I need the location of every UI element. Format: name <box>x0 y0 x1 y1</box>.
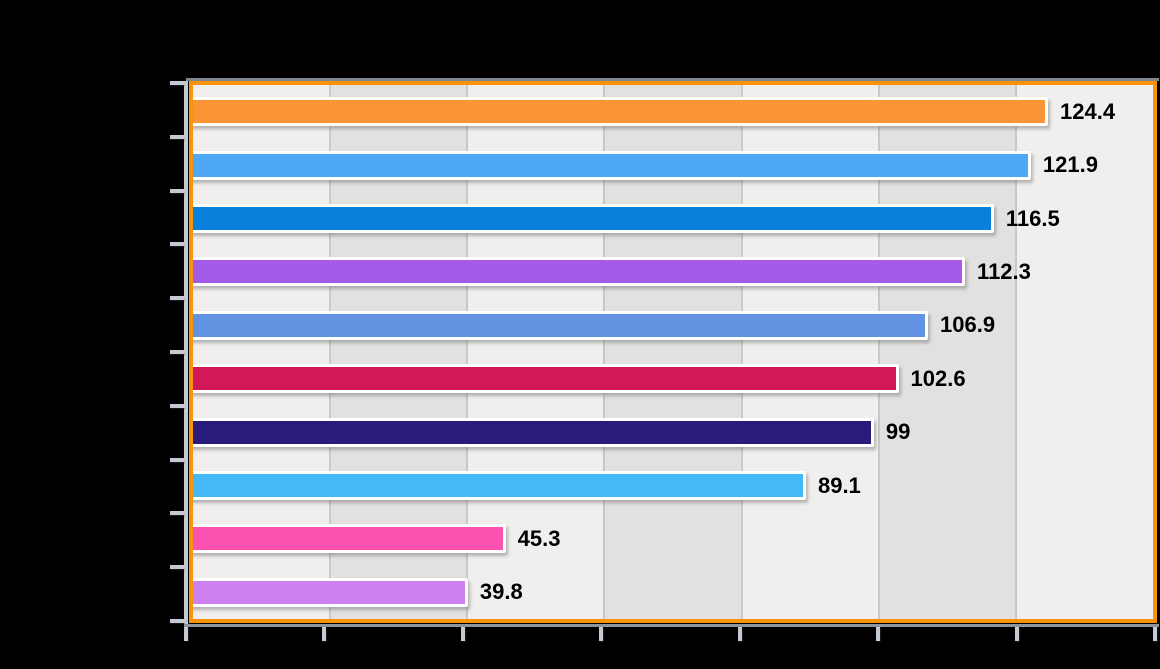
bar-row: 106.9 <box>193 299 1153 352</box>
x-axis-tick <box>460 627 465 641</box>
vertical-gridline <box>603 85 606 619</box>
bar-value-label: 99 <box>885 419 911 445</box>
bar-value-label: 121.9 <box>1042 152 1098 178</box>
x-axis-tick <box>322 627 327 641</box>
vertical-gridline <box>740 85 743 619</box>
vertical-gridline <box>877 85 880 619</box>
bar-value-label: 89.1 <box>817 472 861 498</box>
bar-row: 102.6 <box>193 352 1153 405</box>
y-axis-tick <box>170 242 185 247</box>
y-axis-tick <box>170 457 185 462</box>
y-axis-tick <box>170 296 185 301</box>
vertical-gridline <box>466 85 469 619</box>
y-axis-tick <box>170 350 185 354</box>
bar-row: 112.3 <box>193 245 1153 298</box>
y-axis-tick <box>170 188 185 193</box>
y-axis-line <box>184 81 188 627</box>
bar-value-label: 39.8 <box>479 579 523 605</box>
x-axis-tick <box>599 627 604 641</box>
bar <box>193 310 929 340</box>
bar <box>193 150 1031 180</box>
bar <box>193 577 468 607</box>
bar <box>193 417 874 447</box>
bar-value-label: 45.3 <box>517 525 561 551</box>
bar-rows: 124.4 121.9 116.5 112.3 106.9 102.6 99 89.1 45.3… <box>193 85 1153 619</box>
bar-row: 39.8 <box>193 566 1153 619</box>
x-axis-tick <box>1014 627 1019 641</box>
y-axis-tick <box>170 134 185 139</box>
bar-value-label: 102.6 <box>910 365 966 391</box>
x-axis-tick <box>737 627 742 641</box>
vertical-gridline <box>1014 85 1017 619</box>
bar-row: 124.4 <box>193 85 1153 138</box>
x-axis-tick <box>876 627 881 641</box>
y-axis-tick <box>170 81 185 85</box>
bar <box>193 471 806 501</box>
vertical-gridline <box>329 85 332 619</box>
y-axis-tick <box>170 403 185 408</box>
plot-area: 124.4 121.9 116.5 112.3 106.9 102.6 99 89.1 45.3… <box>189 81 1157 623</box>
bar-row: 99 <box>193 405 1153 458</box>
bar-value-label: 106.9 <box>940 312 996 338</box>
y-axis-tick <box>170 565 185 570</box>
x-axis-line <box>184 624 1159 627</box>
x-axis-tick <box>1153 627 1157 641</box>
bar-value-label: 112.3 <box>977 258 1031 284</box>
bar <box>193 204 994 234</box>
y-axis-tick <box>170 511 185 516</box>
bar-row: 116.5 <box>193 192 1153 245</box>
bar <box>193 257 966 287</box>
x-axis-tick <box>184 627 188 641</box>
bar-value-label: 124.4 <box>1060 98 1116 124</box>
bar-row: 89.1 <box>193 459 1153 512</box>
bar-row: 121.9 <box>193 138 1153 191</box>
bar <box>193 524 506 554</box>
bar-row: 45.3 <box>193 512 1153 565</box>
plot-top-shadow-line <box>186 78 1159 81</box>
bar-value-label: 116.5 <box>1005 205 1060 231</box>
bar <box>193 364 899 394</box>
y-axis-tick <box>170 619 185 623</box>
bar <box>193 97 1049 127</box>
